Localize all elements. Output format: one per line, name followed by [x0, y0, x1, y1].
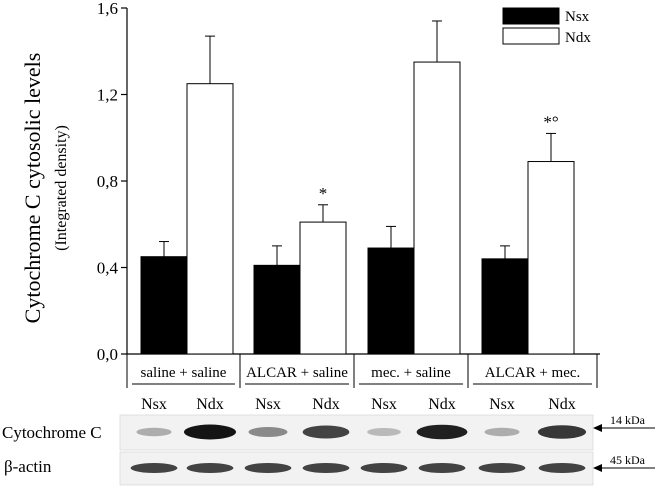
bars: * *°: [140, 20, 575, 355]
lane-label: Nsx: [489, 396, 515, 413]
blot-band: [130, 463, 178, 473]
category-label: mec. + saline: [371, 365, 451, 381]
blot-bands-cytochrome-c: [136, 424, 587, 440]
category-label: saline + saline: [141, 365, 227, 381]
blot-row-label-beta-actin: β-actin: [4, 457, 52, 476]
bar-ndx: [413, 61, 461, 355]
blot-band: [302, 425, 350, 439]
blot-band: [537, 425, 587, 439]
category-label: ALCAR + mec.: [485, 365, 581, 381]
category-groups: saline + saline ALCAR + saline mec. + sali…: [126, 354, 598, 388]
y-ticks: 0,0 0,4 0,8 1,2 1,6: [97, 0, 127, 364]
blot-band: [416, 424, 468, 440]
bar-nsx: [140, 256, 188, 355]
blot-band: [184, 424, 236, 440]
western-blot: Nsx Ndx Nsx Ndx Nsx Ndx Nsx Ndx Cytochrome C 14…: [2, 396, 655, 486]
y-tick-label: 1,2: [97, 86, 118, 105]
lane-label: Ndx: [428, 396, 456, 413]
y-tick-label: 0,8: [97, 172, 118, 191]
marker-arrowhead-14kda: [593, 424, 602, 432]
legend-label-ndx: Ndx: [565, 30, 591, 46]
y-axis-title: Cytochrome C cytosolic levels: [20, 53, 45, 324]
significance-marker: *: [319, 184, 328, 203]
bar-nsx: [481, 258, 529, 355]
lane-label: Ndx: [548, 396, 576, 413]
blot-bands-beta-actin: [130, 463, 586, 473]
blot-band: [367, 428, 401, 436]
marker-arrowhead-45kda: [593, 464, 602, 472]
lane-label: Nsx: [255, 396, 281, 413]
lane-label: Ndx: [312, 396, 340, 413]
blot-band: [360, 463, 408, 473]
legend-label-nsx: Nsx: [565, 9, 590, 25]
blot-band: [136, 427, 172, 437]
legend-swatch-ndx: [502, 27, 560, 45]
blot-band: [478, 463, 526, 473]
blot-band: [418, 463, 466, 473]
y-tick-label: 0,4: [97, 259, 119, 278]
bar-ndx: [186, 83, 234, 355]
bar-ndx: [527, 161, 575, 355]
marker-label-45kda: 45 kDa: [610, 453, 646, 467]
blot-band: [302, 463, 350, 473]
legend-swatch-nsx: [502, 7, 560, 25]
blot-row-label-cytochrome-c: Cytochrome C: [2, 423, 102, 442]
y-axis-subtitle: (Integrated density): [53, 125, 70, 251]
legend: Nsx Ndx: [502, 7, 591, 46]
blot-band: [248, 427, 288, 437]
bar-ndx: [299, 221, 347, 355]
blot-band: [186, 463, 234, 473]
y-tick-label: 0,0: [97, 345, 118, 364]
blot-band: [484, 427, 520, 437]
lane-label: Ndx: [196, 396, 224, 413]
bar-nsx: [253, 264, 301, 355]
blot-band: [538, 463, 586, 473]
category-label: ALCAR + saline: [246, 365, 348, 381]
bar-nsx: [367, 247, 415, 355]
lane-label: Nsx: [141, 396, 167, 413]
lane-labels: Nsx Ndx Nsx Ndx Nsx Ndx Nsx Ndx: [141, 396, 576, 413]
lane-label: Nsx: [371, 396, 397, 413]
significance-marker: *°: [543, 112, 558, 131]
blot-band: [244, 463, 292, 473]
marker-label-14kda: 14 kDa: [610, 413, 646, 427]
y-tick-label: 1,6: [97, 0, 118, 18]
